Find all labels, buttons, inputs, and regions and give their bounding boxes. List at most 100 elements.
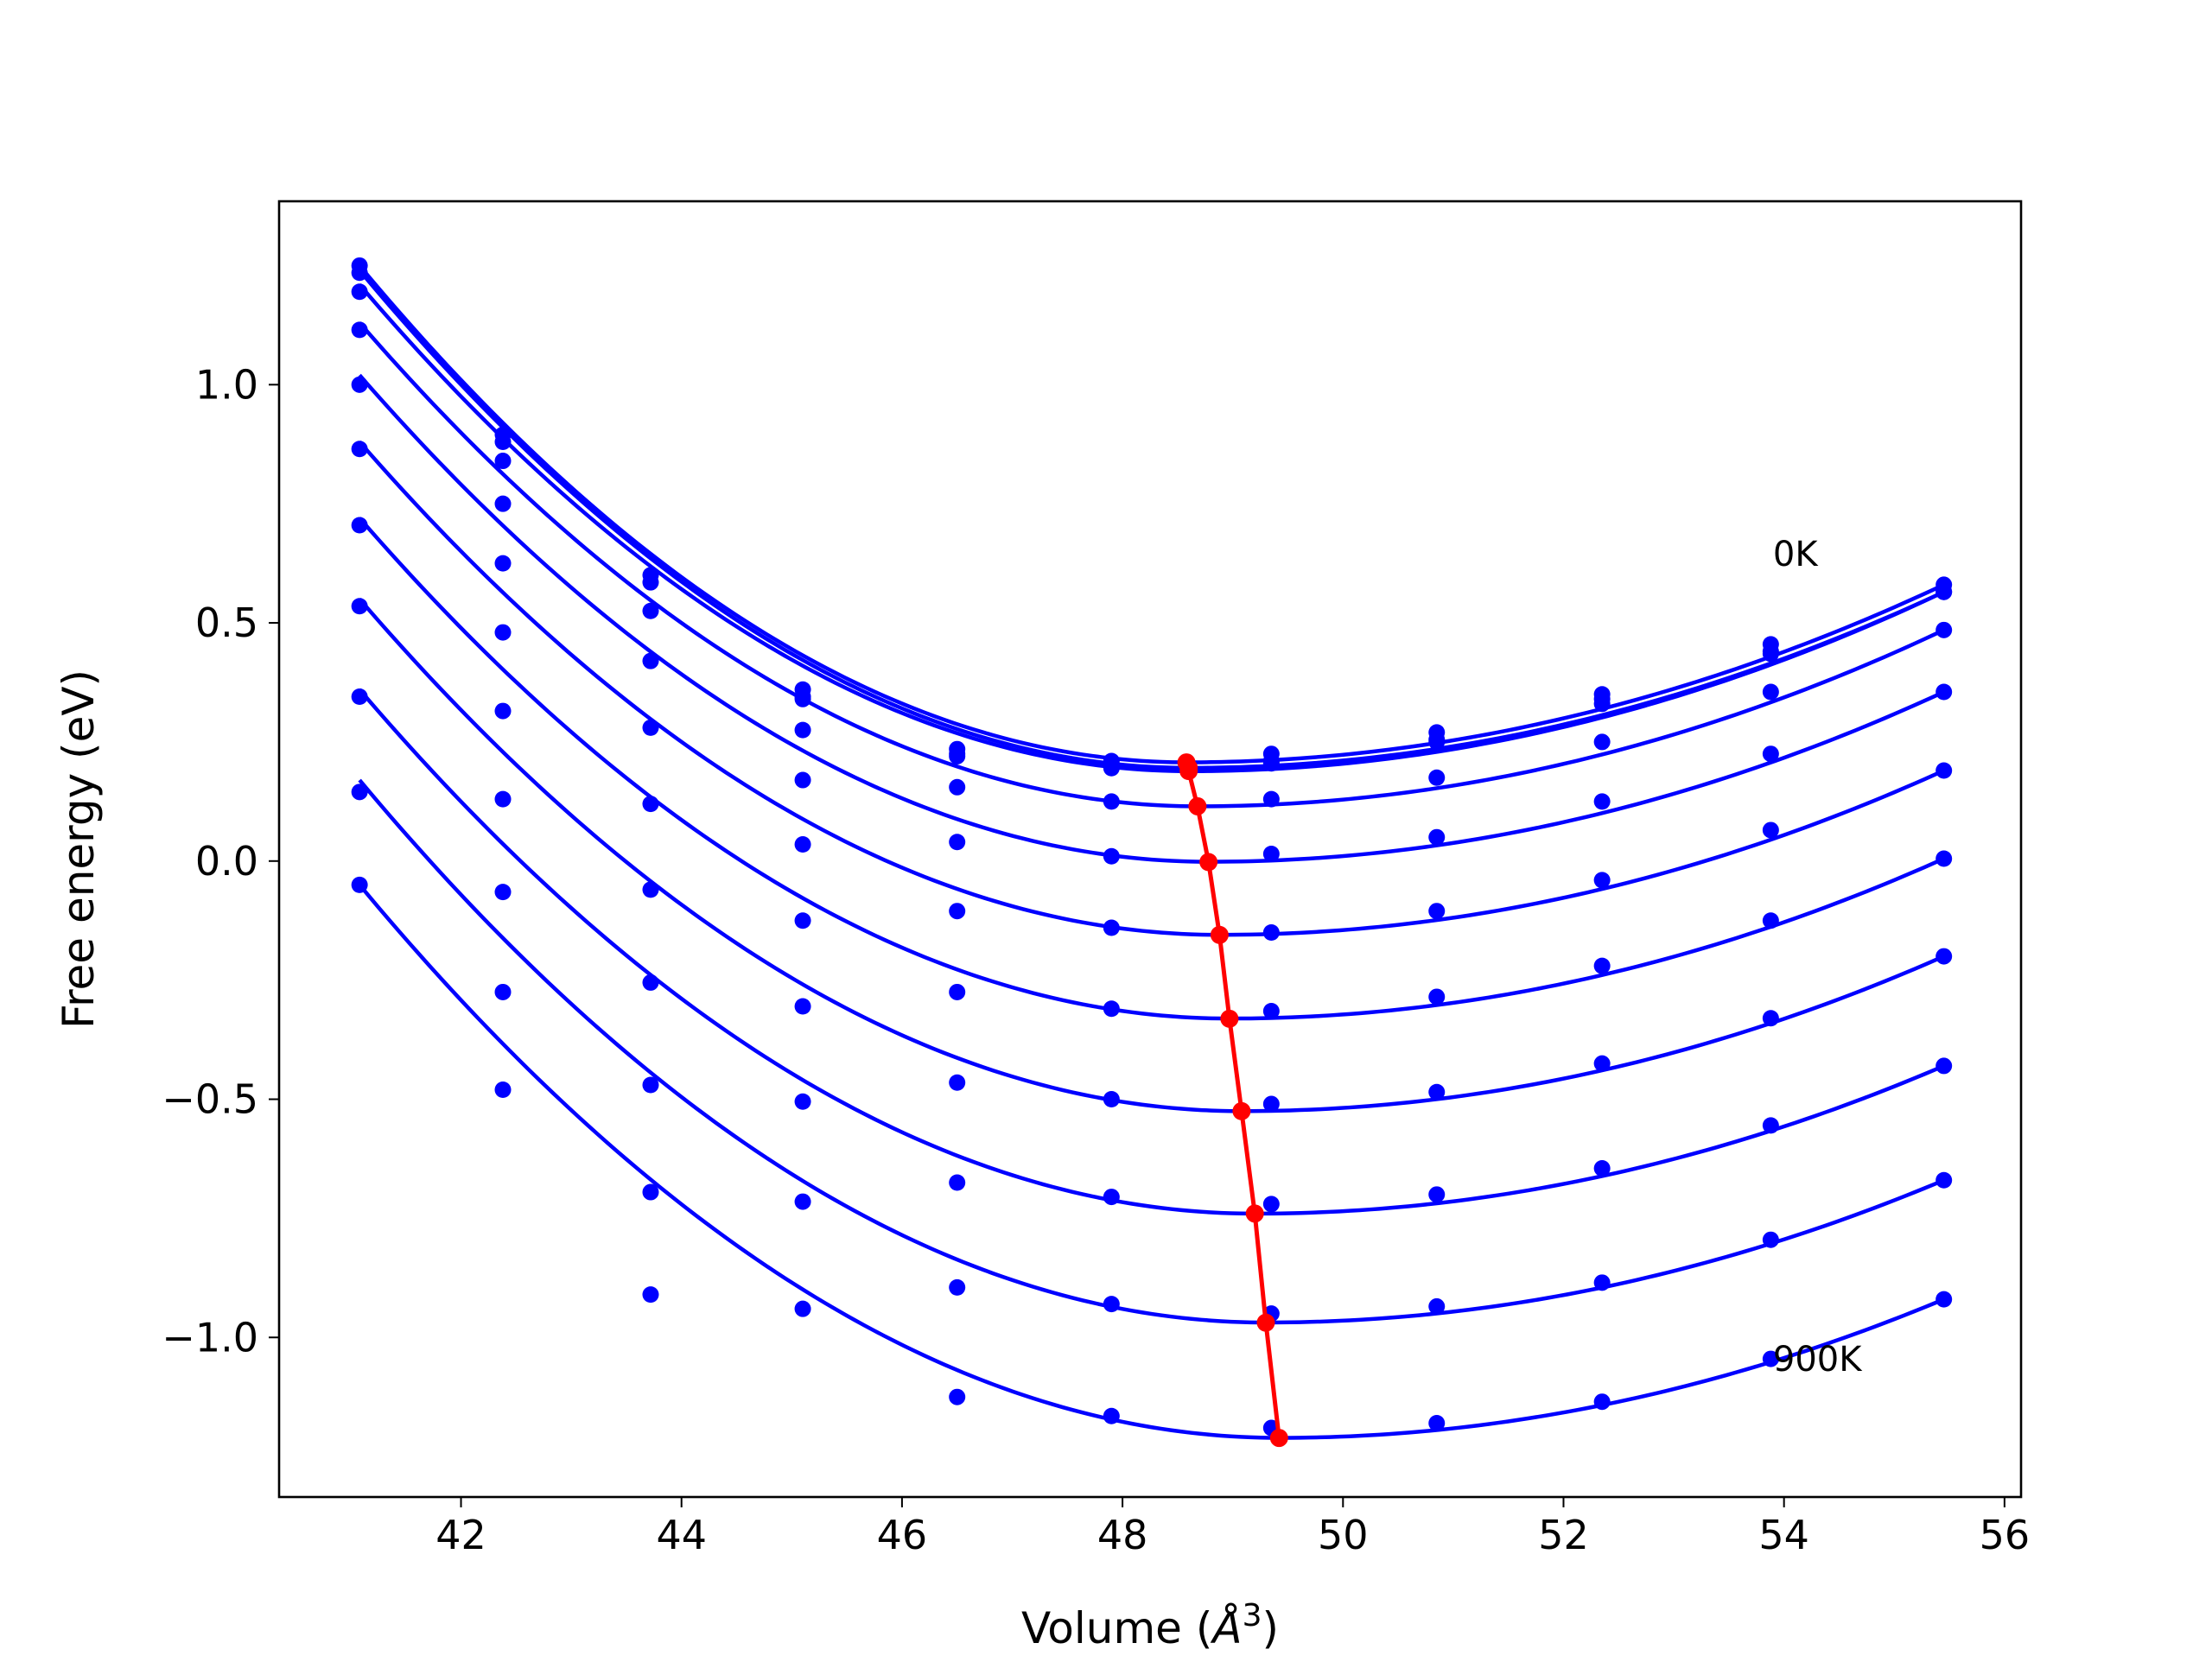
x-tick-label: 56 [1980,1512,2031,1558]
data-point [1103,919,1120,936]
data-point [794,1300,811,1317]
data-point [642,881,659,898]
data-point [1593,1159,1611,1177]
data-point [1593,733,1611,751]
data-point [642,652,659,669]
data-point [1428,769,1446,786]
data-point [1262,755,1280,772]
data-point [1762,745,1779,763]
data-point [1428,733,1446,751]
minimum-point [1269,1429,1288,1448]
data-point [1593,695,1611,713]
data-point [794,912,811,929]
data-point [642,1076,659,1094]
data-point [1936,1057,1953,1075]
data-point [494,555,512,572]
data-point [1936,1291,1953,1308]
fit-curve [358,688,1945,1216]
data-point [1936,683,1953,701]
data-point [794,1093,811,1110]
annotations: 0K 900K [1773,535,1863,1380]
data-point [949,778,966,796]
data-point [1762,1010,1779,1027]
y-tick-label: 0.0 [195,838,258,885]
data-point [1103,1091,1120,1108]
data-point [1936,762,1953,779]
data-point [1936,850,1953,867]
minimum-point [1188,796,1207,815]
x-tick-label: 52 [1538,1512,1589,1558]
data-point [494,433,512,450]
minimum-point [1220,1009,1239,1028]
data-point [794,1193,811,1210]
minimum-point [1199,853,1218,872]
data-point [794,835,811,853]
data-point [1593,1055,1611,1072]
data-point [494,453,512,470]
data-point [351,321,368,339]
data-point [949,1174,966,1191]
data-point [351,376,368,393]
x-tick-label: 46 [877,1512,928,1558]
data-point [1262,846,1280,863]
data-point [1936,1171,1953,1189]
data-point [642,719,659,736]
fit-curve [358,283,1945,774]
data-point [1936,621,1953,638]
data-point [949,1278,966,1296]
data-point [1936,948,1953,965]
data-point [494,624,512,641]
data-point [494,884,512,901]
y-axis: −1.0 −0.5 0.0 0.5 1.0 [162,361,279,1361]
data-point [351,517,368,534]
temperature-label: 0K [1773,535,1819,574]
x-tick-label: 48 [1097,1512,1148,1558]
axes-frame [277,200,2023,1499]
data-point [1762,1117,1779,1134]
data-point [794,721,811,739]
y-tick-label: 0.5 [195,599,258,646]
x-tick-label: 44 [656,1512,707,1558]
data-point [794,771,811,789]
data-point [1762,1350,1779,1367]
data-point [949,747,966,764]
data-point [1428,1297,1446,1315]
data-point [494,983,512,1000]
data-point [1428,828,1446,846]
data-point [351,598,368,615]
y-tick-label: −1.0 [162,1314,258,1361]
plot-area [351,257,1953,1448]
fit-curve [358,264,1945,764]
data-point [1103,1000,1120,1018]
data-point [1593,1393,1611,1411]
data-point [1428,1415,1446,1432]
fit-curve [358,373,1945,864]
data-point [351,264,368,282]
data-point [1762,683,1779,701]
data-point [1593,1274,1611,1291]
data-point [642,974,659,991]
data-point [351,783,368,801]
data-point [1428,988,1446,1005]
fit-curve [358,778,1945,1325]
data-point [1428,1083,1446,1101]
data-point [1103,1189,1120,1206]
data-point [494,495,512,512]
data-point [1936,583,1953,600]
data-point [1428,1186,1446,1203]
data-point [494,702,512,720]
data-point [351,283,368,301]
data-point [1262,1003,1280,1019]
data-point [1103,793,1120,810]
data-point [949,834,966,851]
data-point [1428,903,1446,920]
data-point [1762,1231,1779,1248]
y-axis-label: Free energy (eV) [54,669,104,1029]
fit-curve [358,883,1945,1440]
x-tick-label: 54 [1758,1512,1809,1558]
minimum-point [1179,762,1198,781]
data-point [494,1081,512,1098]
